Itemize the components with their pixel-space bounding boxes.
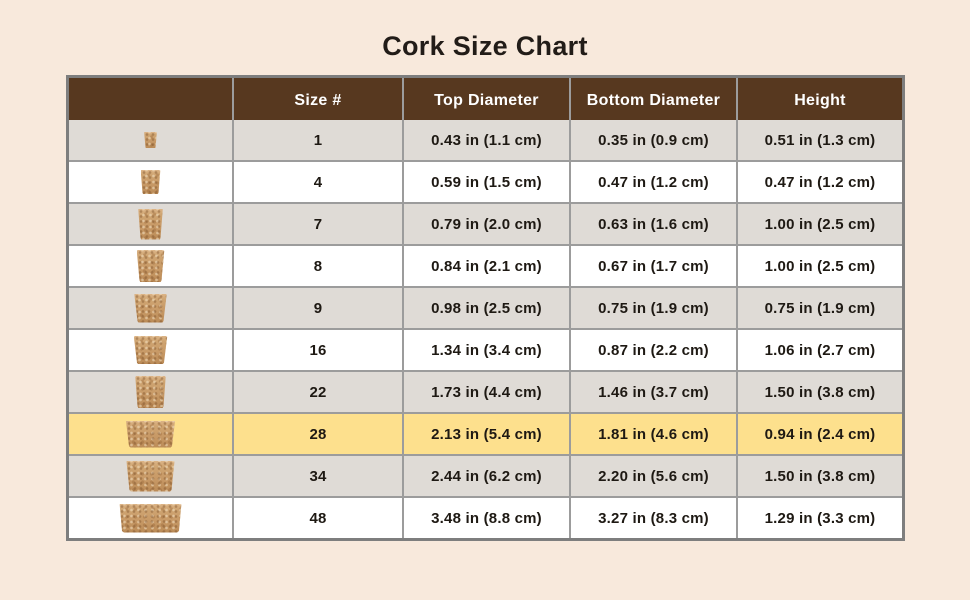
bottom-diameter-cell: 0.35 in (0.9 cm) (571, 120, 736, 160)
cork-image-cell (69, 498, 232, 538)
bottom-diameter-cell: 0.63 in (1.6 cm) (571, 204, 736, 244)
bottom-diameter-cell: 0.87 in (2.2 cm) (571, 330, 736, 370)
cork-icon (133, 336, 168, 364)
cork-image-cell (69, 414, 232, 454)
top-diameter-cell: 0.79 in (2.0 cm) (404, 204, 569, 244)
cork-icon (126, 420, 175, 448)
height-cell: 1.06 in (2.7 cm) (738, 330, 902, 370)
cork-image-cell (69, 204, 232, 244)
top-diameter-cell: 0.84 in (2.1 cm) (404, 246, 569, 286)
bottom-diameter-cell: 2.20 in (5.6 cm) (571, 456, 736, 496)
cork-image-cell (69, 162, 232, 202)
cork-icon (144, 132, 157, 148)
page-title: Cork Size Chart (382, 31, 588, 61)
height-cell: 1.00 in (2.5 cm) (738, 204, 902, 244)
top-diameter-cell: 1.73 in (4.4 cm) (404, 372, 569, 412)
bottom-diameter-cell: 1.81 in (4.6 cm) (571, 414, 736, 454)
cork-icon (126, 460, 175, 492)
size-number-cell: 16 (234, 330, 402, 370)
cork-image-cell (69, 456, 232, 496)
top-diameter-cell: 1.34 in (3.4 cm) (404, 330, 569, 370)
top-diameter-cell: 0.98 in (2.5 cm) (404, 288, 569, 328)
height-cell: 1.50 in (3.8 cm) (738, 456, 902, 496)
height-cell: 1.29 in (3.3 cm) (738, 498, 902, 538)
bottom-diameter-cell: 0.47 in (1.2 cm) (571, 162, 736, 202)
header-cell-height: Height (738, 78, 902, 123)
cork-icon (135, 376, 166, 408)
cork-image-cell (69, 288, 232, 328)
top-diameter-cell: 0.43 in (1.1 cm) (404, 120, 569, 160)
height-cell: 1.50 in (3.8 cm) (738, 372, 902, 412)
height-cell: 0.94 in (2.4 cm) (738, 414, 902, 454)
bottom-diameter-cell: 0.67 in (1.7 cm) (571, 246, 736, 286)
size-number-cell: 34 (234, 456, 402, 496)
bottom-diameter-cell: 1.46 in (3.7 cm) (571, 372, 736, 412)
height-cell: 0.51 in (1.3 cm) (738, 120, 902, 160)
header-cell-size-number: Size # (234, 78, 402, 123)
size-number-cell: 48 (234, 498, 402, 538)
cork-icon (138, 208, 163, 240)
top-diameter-cell: 3.48 in (8.8 cm) (404, 498, 569, 538)
top-diameter-cell: 2.13 in (5.4 cm) (404, 414, 569, 454)
cork-icon (134, 293, 167, 323)
header-cell-bottom-diameter: Bottom Diameter (571, 78, 736, 123)
top-diameter-cell: 0.59 in (1.5 cm) (404, 162, 569, 202)
size-number-cell: 22 (234, 372, 402, 412)
size-number-cell: 4 (234, 162, 402, 202)
height-cell: 0.75 in (1.9 cm) (738, 288, 902, 328)
height-cell: 1.00 in (2.5 cm) (738, 246, 902, 286)
size-number-cell: 1 (234, 120, 402, 160)
header-cell-top-diameter: Top Diameter (404, 78, 569, 123)
cork-image-cell (69, 330, 232, 370)
cork-size-table: Size # Top Diameter Bottom Diameter Heig… (66, 75, 905, 541)
cork-image-cell (69, 120, 232, 160)
height-cell: 0.47 in (1.2 cm) (738, 162, 902, 202)
cork-image-cell (69, 372, 232, 412)
size-number-cell: 9 (234, 288, 402, 328)
cork-icon (119, 503, 182, 533)
bottom-diameter-cell: 3.27 in (8.3 cm) (571, 498, 736, 538)
size-number-cell: 8 (234, 246, 402, 286)
top-diameter-cell: 2.44 in (6.2 cm) (404, 456, 569, 496)
size-number-cell: 7 (234, 204, 402, 244)
size-number-cell: 28 (234, 414, 402, 454)
cork-image-cell (69, 246, 232, 286)
cork-icon (140, 170, 161, 194)
cork-icon (136, 250, 165, 282)
bottom-diameter-cell: 0.75 in (1.9 cm) (571, 288, 736, 328)
header-cell-cork-image (69, 78, 232, 123)
